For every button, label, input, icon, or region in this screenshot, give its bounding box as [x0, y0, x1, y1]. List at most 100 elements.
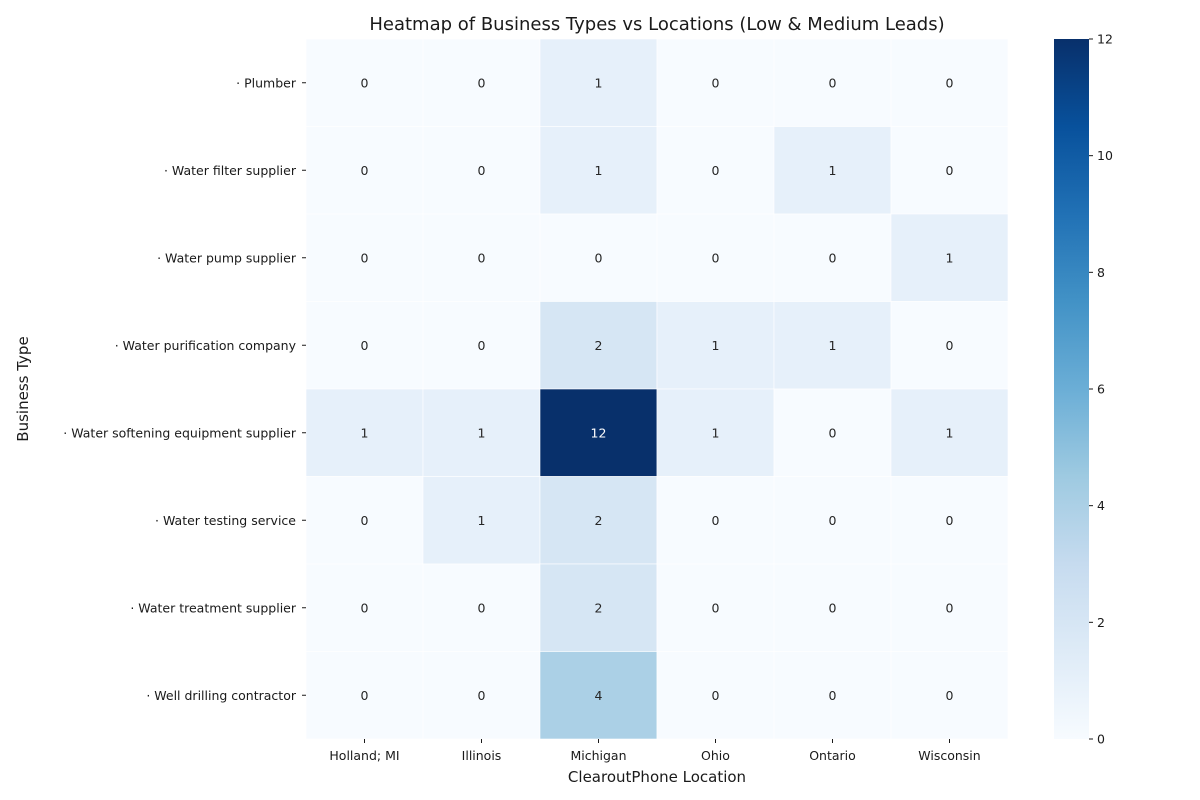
y-tick-label: · Well drilling contractor — [146, 688, 297, 703]
cell-value-label: 0 — [595, 250, 603, 265]
y-axis-label: Business Type — [14, 336, 32, 441]
cell-value-label: 4 — [595, 688, 603, 703]
heatmap-cell — [422, 563, 541, 652]
cell-value-label: 0 — [829, 75, 837, 90]
heatmap-cell — [773, 38, 892, 127]
heatmap-cell — [656, 126, 775, 215]
cell-value-label: 0 — [829, 688, 837, 703]
cell-value-label: 1 — [595, 75, 603, 90]
colorbar-tick-label: 4 — [1097, 498, 1105, 513]
heatmap-cell — [422, 213, 541, 302]
heatmap-cell — [305, 476, 424, 565]
heatmap-cell — [539, 388, 658, 477]
cell-value-label: 0 — [946, 163, 954, 178]
cell-value-label: 1 — [946, 250, 954, 265]
heatmap-cell — [890, 301, 1009, 390]
heatmap-cell — [656, 388, 775, 477]
cell-value-label: 0 — [829, 513, 837, 528]
cell-value-label: 0 — [361, 163, 369, 178]
chart-title: Heatmap of Business Types vs Locations (… — [369, 14, 944, 35]
heatmap-cell — [773, 388, 892, 477]
x-tick-label: Holland; MI — [329, 748, 399, 763]
heatmap-cell — [656, 213, 775, 302]
colorbar-tick-label: 8 — [1097, 265, 1105, 280]
cell-value-label: 1 — [712, 338, 720, 353]
cell-value-label: 2 — [595, 338, 603, 353]
heatmap-cell — [890, 651, 1009, 740]
cell-value-label: 1 — [946, 425, 954, 440]
heatmap-cell — [305, 126, 424, 215]
cell-value-label: 0 — [712, 250, 720, 265]
heatmap-cell — [539, 651, 658, 740]
cell-value-label: 0 — [829, 425, 837, 440]
heatmap-cell — [539, 213, 658, 302]
cell-value-label: 1 — [361, 425, 369, 440]
heatmap-cell — [656, 563, 775, 652]
heatmap-cell — [890, 563, 1009, 652]
heatmap-cell — [773, 301, 892, 390]
colorbar-tick-label: 2 — [1097, 615, 1105, 630]
cell-value-label: 1 — [595, 163, 603, 178]
heatmap-cells: 0 0 1 0 0 00 0 1 0 1 00 0 0 0 0 10 0 2 1 1 01 1 12 1 0 10 1 2 0 0 00 0 2… — [305, 38, 1009, 740]
heatmap-cell — [890, 126, 1009, 215]
cell-value-label: 1 — [829, 338, 837, 353]
y-tick-label: · Water filter supplier — [164, 163, 297, 178]
cell-value-label: 0 — [712, 75, 720, 90]
cell-value-label: 1 — [829, 163, 837, 178]
heatmap-cell — [656, 476, 775, 565]
x-tick-label: Illinois — [462, 748, 502, 763]
cell-value-label: 2 — [595, 600, 603, 615]
cell-value-label: 0 — [829, 250, 837, 265]
x-tick-label: Wisconsin — [918, 748, 980, 763]
heatmap-cell — [305, 563, 424, 652]
cell-value-label: 0 — [946, 513, 954, 528]
y-tick-label: · Water treatment supplier — [130, 600, 296, 615]
heatmap-cell — [539, 301, 658, 390]
cell-value-label: 0 — [946, 688, 954, 703]
heatmap-cell — [773, 476, 892, 565]
colorbar-tick-label: 12 — [1097, 32, 1113, 47]
y-tick-label: · Water testing service — [155, 513, 296, 528]
cell-value-label: 2 — [595, 513, 603, 528]
cell-value-label: 0 — [361, 338, 369, 353]
cell-value-label: 0 — [712, 688, 720, 703]
colorbar: 0 2 4 6 8 10 12 — [1054, 32, 1113, 747]
heatmap-cell — [305, 388, 424, 477]
colorbar-tick-label: 10 — [1097, 148, 1113, 163]
cell-value-label: 12 — [591, 425, 607, 440]
cell-value-label: 0 — [712, 513, 720, 528]
heatmap-cell — [305, 301, 424, 390]
heatmap-cell — [305, 651, 424, 740]
cell-value-label: 0 — [361, 250, 369, 265]
heatmap-cell — [305, 213, 424, 302]
cell-value-label: 1 — [478, 425, 486, 440]
x-tick-label: Ontario — [809, 748, 856, 763]
heatmap-cell — [773, 213, 892, 302]
cell-value-label: 0 — [712, 163, 720, 178]
cell-value-label: 0 — [361, 688, 369, 703]
colorbar-gradient — [1054, 39, 1089, 739]
cell-value-label: 0 — [946, 600, 954, 615]
cell-value-label: 0 — [361, 513, 369, 528]
heatmap-cell — [422, 301, 541, 390]
cell-value-label: 0 — [361, 600, 369, 615]
y-tick-label: · Water softening equipment supplier — [63, 425, 297, 440]
heatmap-cell — [773, 651, 892, 740]
cell-value-label: 0 — [478, 163, 486, 178]
y-tick-labels: · Plumber · Water filter supplier · Water … — [63, 75, 306, 703]
colorbar-tick-label: 6 — [1097, 382, 1105, 397]
heatmap-cell — [539, 563, 658, 652]
heatmap-cell — [656, 651, 775, 740]
x-tick-label: Michigan — [570, 748, 626, 763]
heatmap-cell — [656, 301, 775, 390]
heatmap-cell — [890, 213, 1009, 302]
cell-value-label: 0 — [946, 338, 954, 353]
heatmap-cell — [656, 38, 775, 127]
heatmap-cell — [890, 38, 1009, 127]
y-tick-label: · Water purification company — [115, 338, 297, 353]
cell-value-label: 0 — [478, 250, 486, 265]
cell-value-label: 0 — [946, 75, 954, 90]
cell-value-label: 0 — [478, 688, 486, 703]
x-tick-label: Ohio — [701, 748, 730, 763]
